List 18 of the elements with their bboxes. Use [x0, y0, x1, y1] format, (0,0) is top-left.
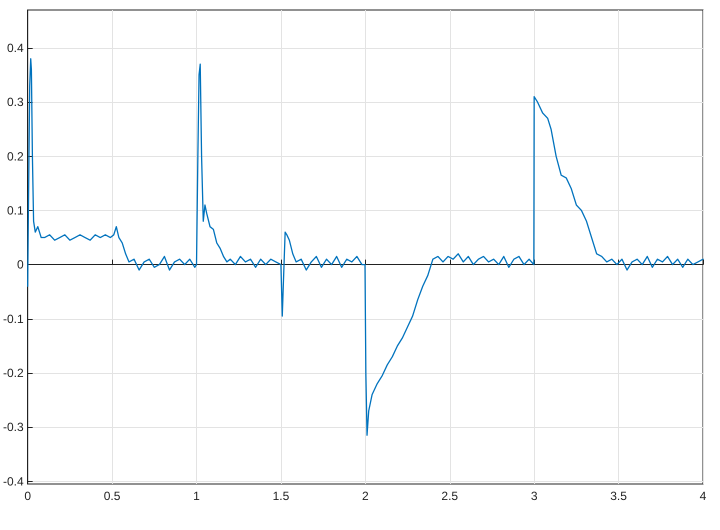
- x-tick-label: 1: [193, 489, 200, 503]
- y-tick-label: -0.2: [2, 366, 24, 380]
- y-tick-label: 0.4: [6, 40, 24, 55]
- x-tick-label: 2.5: [441, 489, 458, 503]
- line-series: [27, 58, 704, 436]
- y-tick-label: 0: [16, 258, 24, 272]
- y-tick-label: -0.1: [2, 312, 24, 326]
- y-tick-label: 0.2: [6, 149, 24, 164]
- y-tick-label: -0.3: [2, 420, 24, 434]
- x-tick-label: 3.5: [610, 489, 628, 503]
- y-tick-label: 0.1: [6, 203, 24, 218]
- x-tick-label: 4: [700, 489, 707, 503]
- x-tick-label: 1.5: [272, 489, 290, 503]
- x-tick-label: 0.5: [104, 489, 121, 503]
- y-tick-label: 0.3: [6, 95, 24, 110]
- x-tick-label: 3: [530, 489, 538, 503]
- y-tick-label: -0.4: [2, 474, 24, 488]
- x-tick-label: 2: [362, 489, 369, 503]
